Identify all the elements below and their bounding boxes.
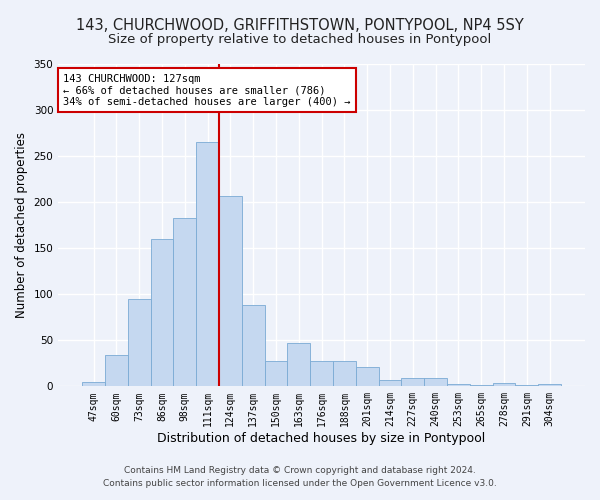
- Bar: [310, 362, 333, 386]
- X-axis label: Distribution of detached houses by size in Pontypool: Distribution of detached houses by size …: [157, 432, 486, 445]
- Bar: [151, 239, 173, 386]
- Bar: [493, 382, 515, 386]
- Text: 143 CHURCHWOOD: 127sqm
← 66% of detached houses are smaller (786)
34% of semi-de: 143 CHURCHWOOD: 127sqm ← 66% of detached…: [64, 74, 351, 107]
- Bar: [196, 142, 219, 386]
- Bar: [401, 378, 424, 386]
- Text: Size of property relative to detached houses in Pontypool: Size of property relative to detached ho…: [109, 32, 491, 46]
- Bar: [424, 378, 447, 386]
- Bar: [128, 299, 151, 386]
- Bar: [173, 218, 196, 386]
- Bar: [356, 367, 379, 386]
- Text: Contains HM Land Registry data © Crown copyright and database right 2024.
Contai: Contains HM Land Registry data © Crown c…: [103, 466, 497, 487]
- Bar: [105, 355, 128, 386]
- Bar: [447, 384, 470, 386]
- Bar: [82, 382, 105, 386]
- Bar: [265, 362, 287, 386]
- Bar: [538, 384, 561, 386]
- Y-axis label: Number of detached properties: Number of detached properties: [15, 132, 28, 318]
- Text: 143, CHURCHWOOD, GRIFFITHSTOWN, PONTYPOOL, NP4 5SY: 143, CHURCHWOOD, GRIFFITHSTOWN, PONTYPOO…: [76, 18, 524, 32]
- Bar: [333, 362, 356, 386]
- Bar: [219, 196, 242, 386]
- Bar: [379, 380, 401, 386]
- Bar: [287, 343, 310, 386]
- Bar: [242, 306, 265, 386]
